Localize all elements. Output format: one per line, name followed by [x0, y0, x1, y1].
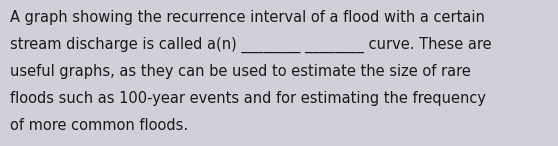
Text: floods such as 100-year events and for estimating the frequency: floods such as 100-year events and for e…: [10, 91, 486, 106]
Text: of more common floods.: of more common floods.: [10, 118, 188, 133]
Text: A graph showing the recurrence interval of a flood with a certain: A graph showing the recurrence interval …: [10, 10, 485, 25]
Text: stream discharge is called a(n) ________ ________ curve. These are: stream discharge is called a(n) ________…: [10, 37, 492, 53]
Text: useful graphs, as they can be used to estimate the size of rare: useful graphs, as they can be used to es…: [10, 64, 471, 79]
